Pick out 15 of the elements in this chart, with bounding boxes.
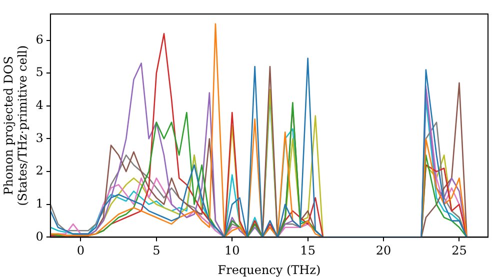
y-tick-label: 1: [36, 196, 44, 210]
y-tick-label: 4: [36, 98, 44, 112]
x-tick-label: 10: [224, 244, 240, 258]
x-axis-title: Frequency (THz): [218, 262, 321, 277]
y-tick-label: 0: [36, 229, 44, 244]
x-tick-label: 0: [76, 244, 85, 258]
y-axis-title: Phonon projected DOS (States/THz·primitive cell): [1, 45, 30, 206]
y-tick-label: 6: [36, 32, 44, 46]
y-tick-label: 2: [36, 164, 44, 178]
x-tick-label: 15: [300, 244, 316, 258]
x-tick-label: 25: [452, 244, 467, 258]
y-tick-label: 5: [36, 65, 44, 80]
x-tick-label: 20: [376, 244, 392, 258]
y-tick-label: 3: [36, 130, 44, 145]
x-tick-label: 5: [152, 244, 160, 258]
